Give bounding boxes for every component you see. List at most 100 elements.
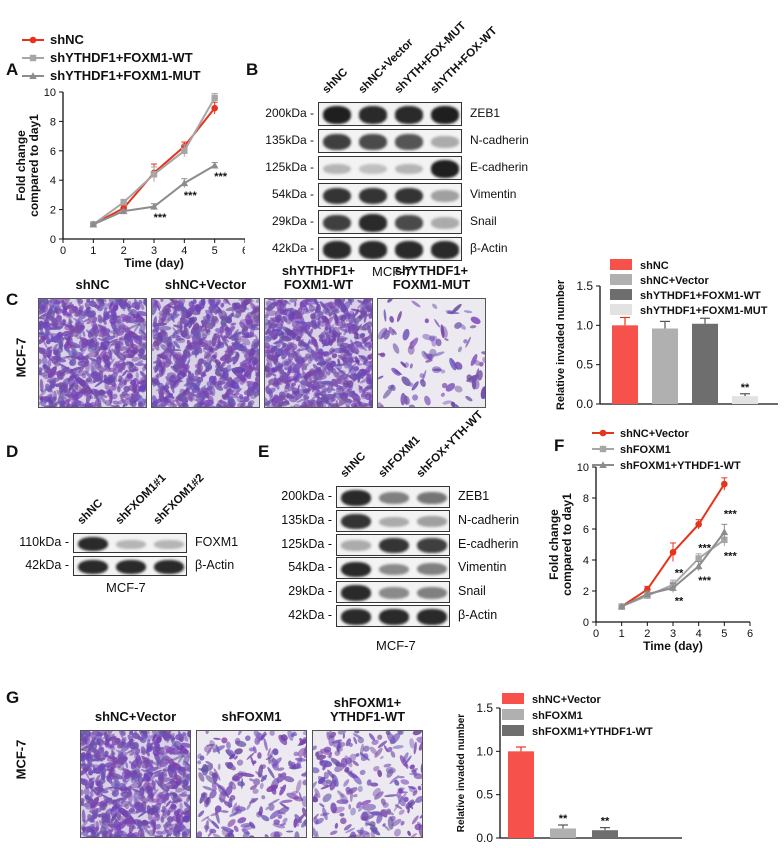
legend-swatch [502, 709, 524, 720]
molecular-weight-label: 42kDa - [288, 608, 332, 622]
blot-strip [318, 210, 462, 234]
y-axis-label: compared to day1 [560, 493, 574, 596]
x-tick-label: 4 [696, 628, 702, 640]
bar [732, 396, 758, 404]
legend-entry: shNC [640, 260, 669, 272]
blot-strip [336, 533, 450, 556]
significance-label: *** [154, 212, 168, 224]
protein-label: Snail [470, 214, 497, 228]
legend-entry: shYTHDF1+FOXM1-MUT [640, 305, 768, 317]
cell-texture [313, 731, 422, 837]
x-axis-label: Time (day) [124, 256, 184, 270]
data-point [210, 161, 219, 169]
blot-band [417, 609, 447, 625]
panel-letter-f: F [554, 436, 565, 455]
y-axis-label: compared to day1 [27, 114, 41, 217]
condition-label-line: shFOXM1+ [333, 695, 402, 710]
transwell-image [38, 298, 147, 408]
y-tick-label: 0.0 [476, 831, 493, 845]
molecular-weight-label: 110kDa - [19, 535, 69, 549]
y-tick-label: 1.5 [476, 701, 493, 715]
blot-strip [336, 581, 450, 604]
blot-band [154, 539, 184, 549]
protein-label: FOXM1 [195, 535, 239, 549]
blot-strip [318, 237, 462, 261]
data-point [669, 548, 677, 556]
blot-band [395, 106, 423, 124]
condition-label: shNC+Vector [151, 278, 260, 292]
y-axis-label: Fold change [547, 509, 561, 580]
panel-letter-e: E [258, 442, 270, 461]
x-tick-label: 0 [60, 245, 66, 257]
molecular-weight-label: 125kDa - [265, 160, 314, 174]
y-tick-label: 8 [50, 116, 56, 128]
data-point [721, 536, 728, 544]
legend-entry: shFOXM1+YTHDF1-WT [532, 726, 653, 738]
significance-label: ** [675, 595, 684, 607]
y-axis-label: Relative invaded number [456, 714, 467, 832]
y-tick-label: 10 [577, 462, 589, 474]
panel-letter-d: D [6, 442, 19, 461]
legend-entry: shFOXM1+YTHDF1-WT [620, 460, 741, 472]
cell-line-label-e: MCF-7 [376, 638, 416, 653]
condition-label: shFOXM1+ YTHDF1-WT [312, 696, 423, 724]
significance-label: ** [675, 567, 684, 579]
condition-label: shNC+Vector [80, 710, 191, 724]
data-point [150, 202, 158, 210]
chart-f-growth-curve: 0 1 2 3 4 5 6 0 2 4 6 8 10 Time (day) Fold change compa… [547, 428, 753, 653]
protein-label: ZEB1 [458, 489, 490, 503]
y-tick-label: 1.0 [476, 744, 493, 758]
lane-label: shFOX+YTH-WT [414, 408, 486, 480]
blot-band [359, 214, 387, 232]
protein-label: β-Actin [470, 241, 508, 255]
lane-label: shNC [338, 450, 369, 480]
blot-strip [336, 605, 450, 627]
y-tick-label: 2 [583, 586, 589, 598]
x-tick-label: 3 [151, 245, 157, 257]
blot-band [395, 187, 423, 205]
panel-letter-c: C [6, 290, 19, 309]
legend-swatch [610, 304, 632, 315]
data-point [89, 220, 98, 228]
lane-label: shNC [75, 497, 106, 527]
blot-strip [318, 183, 462, 207]
x-tick-label: 3 [670, 628, 676, 640]
bar [592, 830, 618, 838]
x-axis-label: Time (day) [643, 639, 703, 653]
cell-line-label-g: MCF-7 [13, 739, 29, 780]
panel-letter-b: B [246, 60, 259, 79]
y-tick-label: 10 [44, 87, 56, 99]
condition-label-line: shNC [75, 277, 110, 292]
blot-band [359, 241, 387, 259]
cell-texture [39, 299, 146, 407]
condition-label-line: shNC+Vector [94, 709, 177, 724]
molecular-weight-label: 54kDa - [288, 560, 332, 575]
legend-marker [599, 445, 607, 453]
blot-band [417, 587, 447, 600]
blot-strip [336, 557, 450, 580]
legend-swatch [502, 725, 524, 736]
chart-g-invasion-bar: 0.0 0.5 1.0 1.5 Relative invaded number ** ** s… [456, 693, 682, 845]
blot-band [359, 187, 387, 205]
legend-entry: shNC+Vector [640, 275, 709, 287]
blot-band [417, 563, 447, 576]
lane-label: shYTH+FOX-WT [428, 24, 500, 96]
legend-entry: shYTHDF1+FOXM1-WT [640, 290, 761, 302]
significance-label: *** [184, 190, 198, 202]
data-point [180, 179, 189, 187]
significance-label: *** [724, 550, 738, 562]
transwell-image [80, 730, 191, 838]
blot-band [323, 163, 351, 175]
blot-strip [318, 156, 462, 180]
bar [692, 323, 718, 404]
transwell-image [377, 298, 486, 408]
y-axis-label: Fold change [14, 130, 28, 201]
condition-label: shYTHDF1+ FOXM1-WT [264, 264, 373, 292]
blot-band [395, 215, 423, 231]
data-point [120, 199, 127, 206]
legend-swatch [610, 289, 632, 300]
panel-letter-g: G [6, 688, 20, 707]
blot-strip [73, 556, 187, 576]
condition-label-line: FOXM1-MUT [392, 277, 471, 292]
legend-swatch [502, 693, 524, 704]
